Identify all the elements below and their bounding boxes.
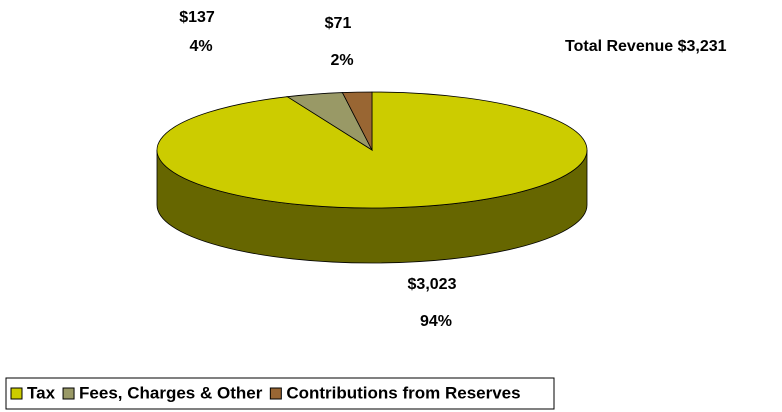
legend-label: Tax — [27, 383, 56, 402]
percent-label: 94% — [420, 313, 452, 330]
legend-swatch — [269, 387, 282, 400]
legend-label: Contributions from Reserves — [286, 383, 520, 402]
percent-label: 4% — [189, 38, 212, 55]
legend-swatch — [10, 387, 23, 400]
legend-label: Fees, Charges & Other — [79, 383, 263, 402]
value-label: $71 — [325, 15, 352, 32]
value-label: $3,023 — [408, 276, 457, 293]
annotation: Total Revenue $3,231 — [565, 38, 727, 55]
percent-label: 2% — [330, 52, 353, 69]
value-label: $137 — [179, 9, 215, 26]
legend-swatch — [62, 387, 75, 400]
slice — [341, 91, 373, 151]
